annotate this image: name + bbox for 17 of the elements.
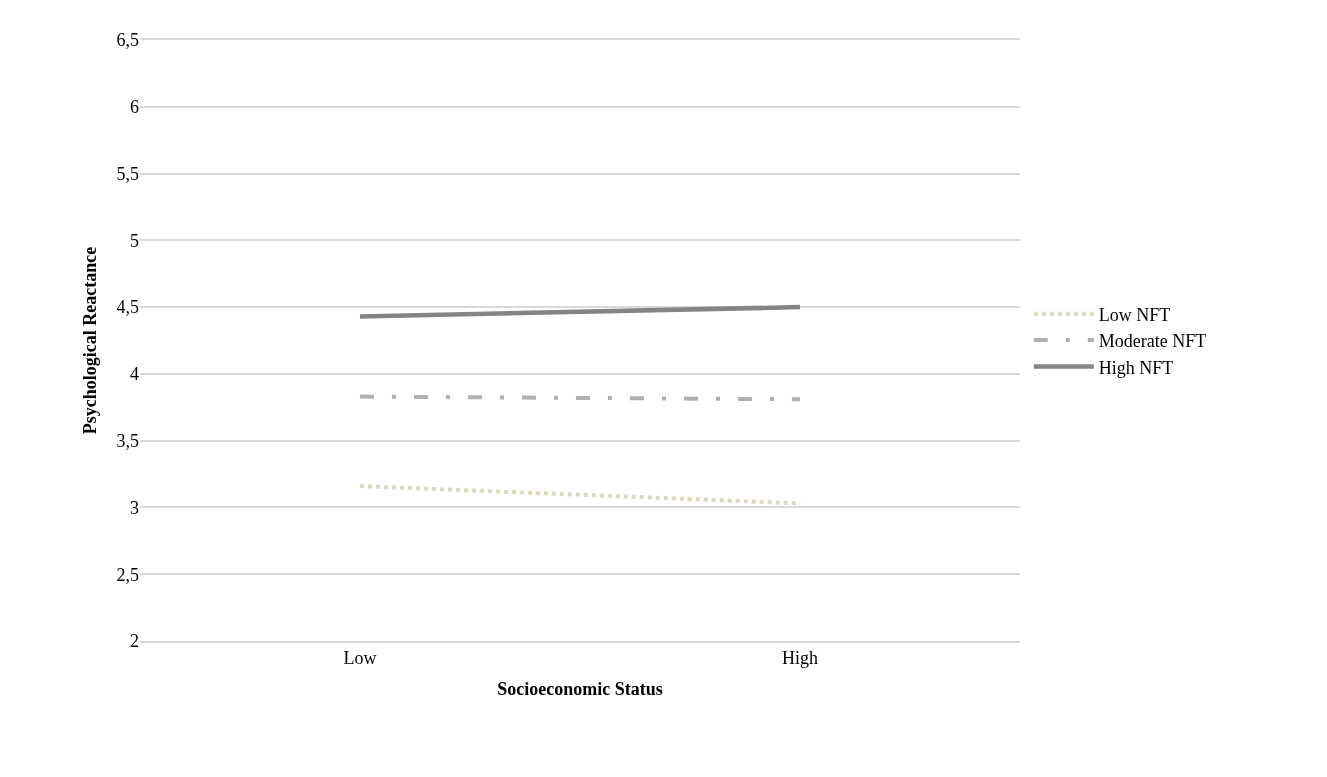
y-tick-label: 6 bbox=[130, 97, 139, 118]
y-tick-label: 3 bbox=[130, 497, 139, 518]
x-tick-label: Low bbox=[343, 648, 377, 669]
legend-label: Moderate NFT bbox=[1098, 331, 1207, 352]
y-axis-title: Psychological Reactance bbox=[79, 246, 100, 435]
legend-label: High NFT bbox=[1098, 357, 1174, 378]
y-tick-label: 2 bbox=[130, 631, 139, 652]
y-tick-label: 3,5 bbox=[116, 430, 139, 451]
y-tick-label: 6,5 bbox=[116, 30, 139, 51]
y-tick-label: 4 bbox=[130, 364, 139, 385]
x-tick-label: High bbox=[782, 648, 818, 669]
y-tick-label: 2,5 bbox=[116, 564, 139, 585]
x-axis-title: Socioeconomic Status bbox=[497, 678, 663, 699]
y-tick-label: 4,5 bbox=[116, 297, 139, 318]
y-tick-label: 5 bbox=[130, 230, 139, 251]
legend-label: Low NFT bbox=[1098, 304, 1171, 325]
y-tick-label: 5,5 bbox=[116, 163, 139, 184]
